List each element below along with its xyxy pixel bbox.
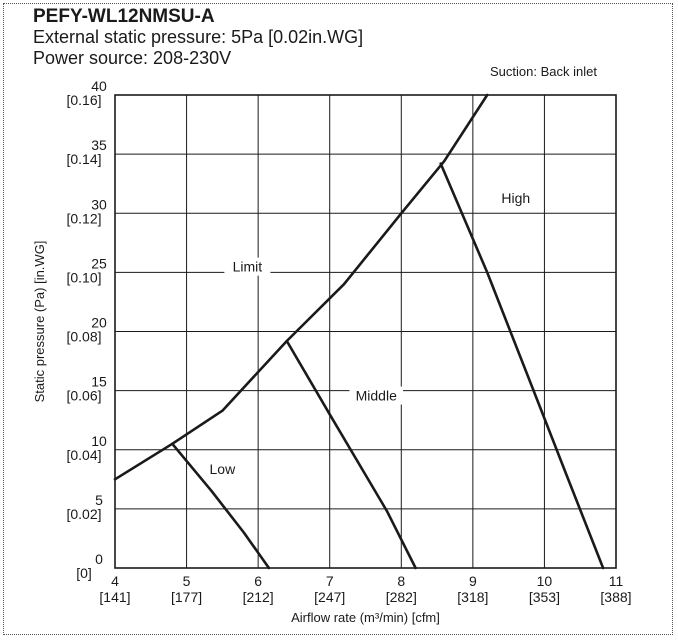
suction-note: Suction: Back inlet: [490, 64, 597, 79]
y-tick-label-15: 15: [91, 374, 107, 390]
y-tick-label-25: 25: [91, 255, 107, 271]
curve-label-bg-low: [206, 459, 238, 478]
y-tick-sub-20: [0.08]: [66, 329, 101, 345]
plot-border: [114, 94, 617, 569]
curve-label-middle: Middle: [356, 388, 397, 404]
y-tick-sub-35: [0.14]: [66, 151, 101, 167]
curve-labels: Limit High Middle Low: [206, 189, 535, 478]
x-tick-sub-4: [141]: [99, 589, 130, 605]
y-tick-sub-0: [0]: [76, 565, 92, 581]
x-tick-label-5: 5: [183, 573, 191, 589]
x-axis-title: Airflow rate (m³/min) [cfm]: [291, 610, 440, 625]
y-tick-sub-5: [0.02]: [66, 506, 101, 522]
x-tick-sub-8: [282]: [386, 589, 417, 605]
x-tick-sub-7: [247]: [314, 589, 345, 605]
grid: [114, 94, 617, 569]
y-tick-label-10: 10: [91, 433, 107, 449]
x-tick-sub-5: [177]: [171, 589, 202, 605]
y-tick-sub-15: [0.06]: [66, 388, 101, 404]
curve-label-bg-limit: [224, 257, 271, 276]
curve-label-bg-middle: [349, 386, 404, 405]
y-tick-sub-40: [0.16]: [66, 92, 101, 108]
y-tick-label-20: 20: [91, 315, 107, 331]
x-tick-sub-10: [353]: [529, 589, 560, 605]
x-tick-label-9: 9: [469, 573, 477, 589]
x-tick-label-4: 4: [111, 573, 119, 589]
y-tick-label-5: 5: [95, 492, 103, 508]
x-tick-label-10: 10: [537, 573, 553, 589]
y-tick-label-30: 30: [91, 196, 107, 212]
model-title: PEFY-WL12NMSU-A: [33, 6, 215, 27]
x-tick-label-6: 6: [254, 573, 262, 589]
power-source-text: Power source: 208-230V: [33, 48, 232, 68]
external-static-pressure-text: External static pressure: 5Pa [0.02in.WG…: [33, 27, 364, 47]
curve-label-limit: Limit: [233, 259, 263, 275]
y-tick-label-40: 40: [91, 78, 107, 94]
curve-high: [439, 162, 605, 570]
y-tick-sub-10: [0.04]: [66, 447, 101, 463]
y-tick-label-35: 35: [91, 137, 107, 153]
y-tick-label-0: 0: [95, 551, 103, 567]
chart-frame: [3, 3, 673, 635]
x-tick-label-8: 8: [397, 573, 405, 589]
y-tick-sub-30: [0.12]: [66, 210, 101, 226]
curve-limit: [113, 93, 489, 481]
tick-labels: 4[141]5[177]6[212]7[247]8[282]9[318]10[3…: [66, 78, 631, 605]
x-tick-sub-9: [318]: [457, 589, 488, 605]
curve-label-low: Low: [210, 461, 237, 477]
x-tick-sub-6: [212]: [243, 589, 274, 605]
curve-label-bg-high: [496, 189, 535, 208]
curves: [113, 93, 605, 570]
curve-label-high: High: [501, 190, 530, 206]
curve-middle: [285, 339, 417, 570]
y-tick-sub-25: [0.10]: [66, 269, 101, 285]
x-tick-sub-11: [388]: [600, 589, 631, 605]
y-axis-title: Static pressure (Pa) [in.WG]: [32, 241, 47, 403]
x-tick-label-11: 11: [609, 573, 624, 589]
x-tick-label-7: 7: [326, 573, 334, 589]
curve-low: [171, 442, 271, 570]
